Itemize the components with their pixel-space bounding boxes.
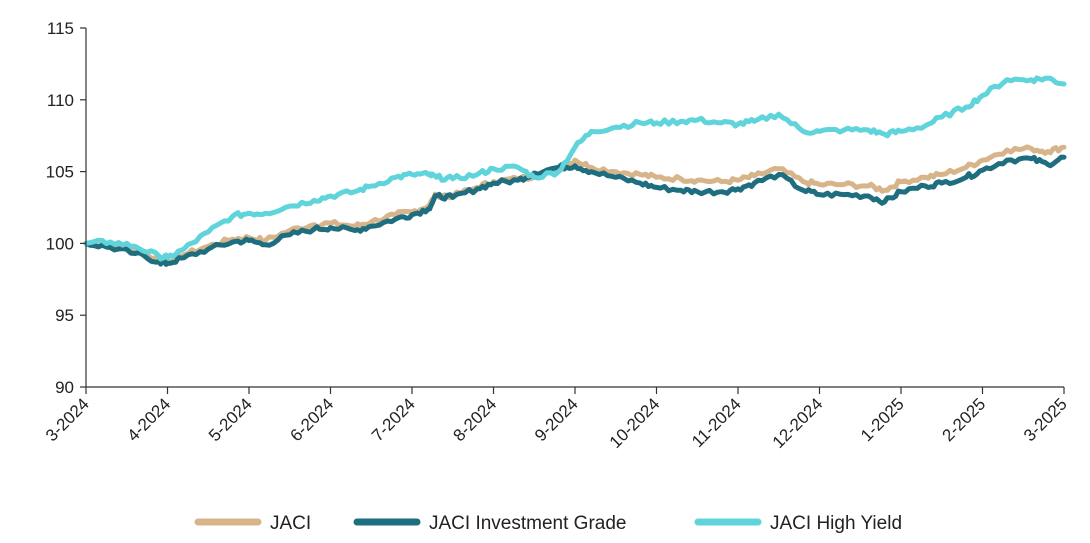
x-tick-label: 5-2024 [205,394,256,445]
x-tick-label: 9-2024 [531,394,582,445]
legend-label-0: JACI [270,513,311,534]
x-tick-label: 11-2024 [688,394,745,451]
x-tick-label: 3-2024 [42,394,93,445]
y-tick-label: 100 [46,234,74,253]
legend-label-1: JACI Investment Grade [429,513,626,534]
x-tick-label: 2-2025 [938,394,989,445]
x-tick-label: 10-2024 [606,394,664,452]
plot-area [83,75,1067,267]
series-line-1 [83,154,1067,267]
axes: 90 95 100 105 110 115 3-2024 4-2024 5-2024 6-2024… [42,19,1071,452]
x-tick-label: 6-2024 [286,394,337,445]
x-tick-label: 4-2024 [123,394,174,445]
y-tick-label: 90 [55,378,74,397]
x-tick-label: 12-2024 [769,394,827,452]
x-tick-label: 8-2024 [449,394,500,445]
series-line-2 [83,75,1067,262]
legend: JACI JACI Investment Grade JACI High Yield [194,513,902,534]
legend-label-2: JACI High Yield [770,513,902,534]
y-tick-label: 110 [47,91,74,110]
y-tick-label: 115 [47,19,74,38]
y-tick-label: 95 [55,306,74,325]
y-tick-label: 105 [46,163,74,182]
x-tick-label: 7-2024 [368,394,419,445]
x-tick-label: 3-2025 [1020,394,1071,445]
x-tick-label: 1-2025 [857,394,908,445]
